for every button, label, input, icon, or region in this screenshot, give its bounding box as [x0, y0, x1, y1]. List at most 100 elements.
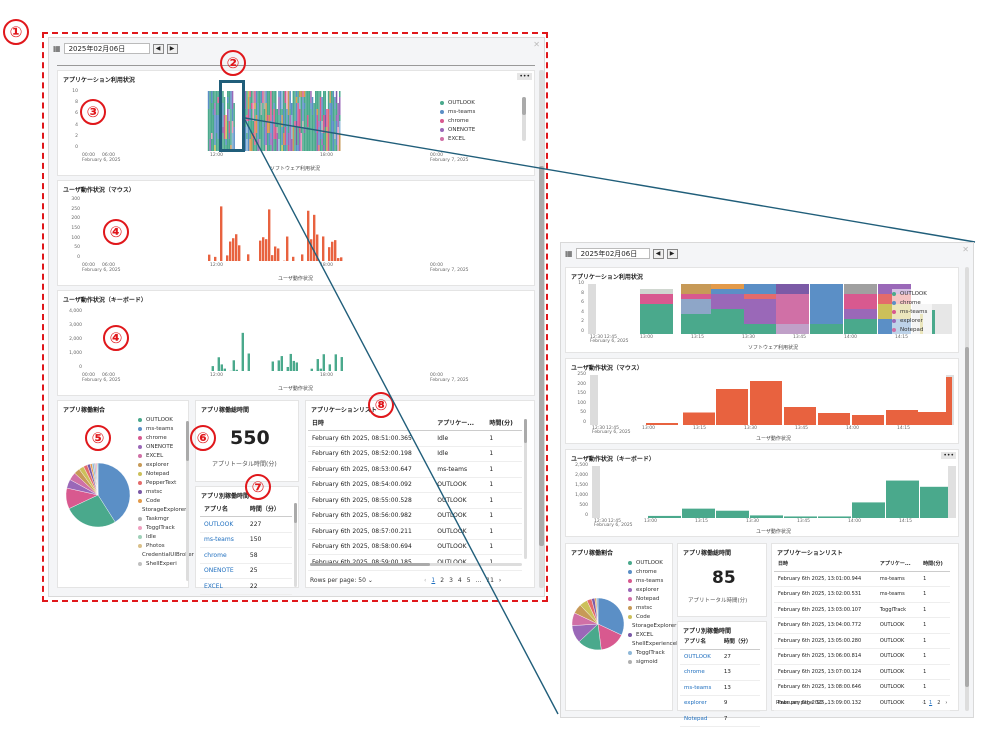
zoom-panel-menu-icon[interactable]: •••: [941, 452, 956, 459]
table-row[interactable]: OUTLOOK 27: [680, 649, 760, 665]
zoom-dashboard-scrollbar[interactable]: [965, 267, 969, 711]
table-row[interactable]: February 6th 2025, 13:09:00.132 OUTLOOK 1: [774, 695, 950, 711]
zoom-rows-per-page[interactable]: Rows per page: 50 ⌄: [776, 700, 829, 706]
table-row[interactable]: EXCEL 22: [200, 578, 292, 595]
table-row[interactable]: February 6th 2025, 08:53:00.647 ms-teams 1: [308, 461, 522, 478]
legend-item[interactable]: StorageExplorer: [138, 505, 186, 514]
table-row[interactable]: February 6th 2025, 13:02:00.531 ms-teams 1: [774, 586, 950, 603]
table-row[interactable]: OUTLOOK 227: [200, 516, 292, 533]
legend-item[interactable]: OUTLOOK: [892, 289, 932, 298]
legend-item[interactable]: chrome: [440, 116, 520, 125]
table-row[interactable]: February 6th 2025, 13:07:00.124 OUTLOOK 1: [774, 664, 950, 680]
table-row[interactable]: February 6th 2025, 08:58:00.694 OUTLOOK 1: [308, 539, 522, 555]
table-row[interactable]: ms-teams 150: [200, 532, 292, 548]
zoom-col-application[interactable]: アプリケー...: [875, 556, 920, 572]
table-cell[interactable]: ms-teams: [200, 532, 246, 548]
table-cell[interactable]: ONENOTE: [200, 563, 246, 579]
col-app-name[interactable]: アプリ名: [200, 501, 246, 517]
legend-item[interactable]: explorer: [628, 585, 672, 594]
calendar-icon[interactable]: ▦: [53, 44, 61, 53]
legend-item[interactable]: ONENOTE: [138, 442, 184, 451]
table-cell[interactable]: Notepad: [680, 711, 720, 727]
table-row[interactable]: February 6th 2025, 08:56:00.982 OUTLOOK 1: [308, 508, 522, 524]
rows-per-page[interactable]: Rows per page: 50 ⌄: [310, 577, 373, 584]
pie-slice[interactable]: [597, 598, 624, 636]
table-row[interactable]: February 6th 2025, 08:51:00.365 Idle 1: [308, 430, 522, 447]
zoom-prev-day-button[interactable]: ◀: [652, 248, 664, 259]
table-cell[interactable]: ms-teams: [680, 680, 720, 696]
table-cell[interactable]: explorer: [680, 695, 720, 712]
table-cell[interactable]: OUTLOOK: [680, 649, 720, 665]
legend-item[interactable]: Taskmgr: [138, 514, 184, 523]
legend-item[interactable]: Photos: [138, 541, 184, 550]
legend-item[interactable]: Code: [138, 496, 184, 505]
page-number[interactable]: 1: [431, 577, 436, 584]
legend-item[interactable]: Notepad: [892, 325, 932, 334]
table-cell[interactable]: chrome: [200, 547, 246, 564]
legend-scrollbar[interactable]: [522, 97, 526, 141]
panel-menu-icon[interactable]: •••: [517, 73, 532, 80]
table-row[interactable]: February 6th 2025, 13:03:00.107 ToggITrac…: [774, 602, 950, 618]
table-row[interactable]: February 6th 2025, 08:55:00.528 OUTLOOK 1: [308, 492, 522, 509]
legend-item[interactable]: ms-teams: [138, 424, 184, 433]
zoom-col-time[interactable]: 時間（分）: [719, 634, 760, 650]
table-row[interactable]: February 6th 2025, 13:08:00.646 OUTLOOK 1: [774, 679, 950, 696]
zoom-calendar-icon[interactable]: ▦: [565, 249, 573, 258]
table-row[interactable]: February 6th 2025, 13:05:00.280 OUTLOOK 1: [774, 633, 950, 649]
table-row[interactable]: Notepad 7: [680, 711, 760, 727]
table-cell[interactable]: EXCEL: [200, 578, 246, 595]
legend-item[interactable]: ToggITrack: [138, 523, 184, 532]
legend-item[interactable]: ms-teams: [892, 307, 932, 316]
zoom-next-day-button[interactable]: ▶: [666, 248, 678, 259]
legend-item[interactable]: chrome: [628, 567, 672, 576]
page-number[interactable]: 5: [466, 577, 471, 584]
page-number[interactable]: 2: [937, 700, 941, 706]
zoom-date-input[interactable]: 2025年02月06日: [575, 248, 650, 259]
legend-item[interactable]: chrome: [892, 298, 932, 307]
table-row[interactable]: explorer 9: [680, 695, 760, 712]
legend-item[interactable]: Notepad: [628, 594, 672, 603]
table-row[interactable]: February 6th 2025, 08:59:00.185OUTLOOK1: [308, 554, 522, 571]
table-row[interactable]: February 6th 2025, 13:01:00.944 ms-teams 1: [774, 571, 950, 587]
legend-item[interactable]: explorer: [138, 460, 184, 469]
dashboard-scrollbar[interactable]: [539, 70, 544, 588]
legend-item[interactable]: EXCEL: [440, 134, 520, 143]
zoom-col-minutes[interactable]: 時間(分): [919, 556, 950, 572]
col-application[interactable]: アプリケー...: [433, 415, 486, 431]
legend-item[interactable]: OUTLOOK: [628, 558, 672, 567]
table-row[interactable]: February 6th 2025, 08:54:00.092 OUTLOOK 1: [308, 477, 522, 493]
table-row[interactable]: February 6th 2025, 08:57:00.211 OUTLOOK 1: [308, 523, 522, 540]
legend-item[interactable]: explorer: [892, 316, 932, 325]
legend-item[interactable]: ShellExperienceHost: [628, 639, 689, 648]
legend-item[interactable]: OUTLOOK: [440, 98, 520, 107]
table-cell[interactable]: OUTLOOK: [200, 516, 246, 533]
legend-item[interactable]: ShellExperi: [138, 559, 184, 568]
table-row[interactable]: chrome 13: [680, 664, 760, 681]
prev-page-icon[interactable]: ‹: [922, 700, 924, 706]
table-row[interactable]: ONENOTE 25: [200, 563, 292, 579]
legend-item[interactable]: StorageExplorer: [628, 621, 676, 630]
legend-item[interactable]: chrome: [138, 433, 184, 442]
table-row[interactable]: ms-teams 13: [680, 680, 760, 696]
legend-item[interactable]: Idle: [138, 532, 184, 541]
legend-item[interactable]: ToggITrack: [628, 648, 672, 657]
next-page-icon[interactable]: ›: [945, 700, 948, 706]
page-number[interactable]: 2: [440, 577, 445, 584]
app-time-scrollbar[interactable]: [294, 503, 297, 587]
pie-slice[interactable]: [68, 494, 116, 527]
table-cell[interactable]: chrome: [680, 664, 720, 681]
table-row[interactable]: February 6th 2025, 08:52:00.198 Idle 1: [308, 446, 522, 462]
legend-item[interactable]: CredentialUIBroker: [138, 550, 194, 559]
app-list-hscrollbar[interactable]: [310, 563, 522, 566]
page-number[interactable]: 3: [449, 577, 453, 584]
page-number[interactable]: ...: [475, 577, 482, 584]
zoom-close-icon[interactable]: ✕: [962, 245, 969, 254]
app-list-scrollbar[interactable]: [524, 419, 527, 559]
legend-item[interactable]: sigmoid: [628, 657, 672, 666]
pie-scrollbar[interactable]: [186, 421, 189, 581]
col-time[interactable]: 時間（分）: [245, 501, 292, 517]
table-row[interactable]: February 6th 2025, 13:06:00.814 OUTLOOK 1: [774, 648, 950, 665]
legend-item[interactable]: Notepad: [138, 469, 184, 478]
legend-item[interactable]: OUTLOOK: [138, 415, 184, 424]
legend-item[interactable]: ONENOTE: [440, 125, 520, 134]
